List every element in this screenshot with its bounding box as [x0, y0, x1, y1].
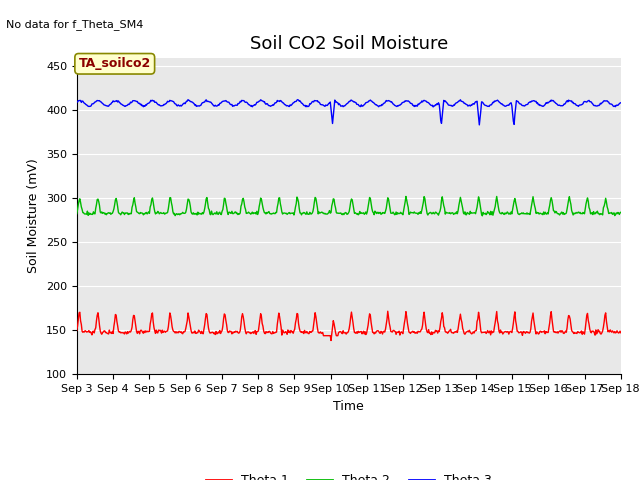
- X-axis label: Time: Time: [333, 400, 364, 413]
- Text: No data for f_Theta_SM4: No data for f_Theta_SM4: [6, 19, 144, 30]
- Y-axis label: Soil Moisture (mV): Soil Moisture (mV): [28, 158, 40, 274]
- Text: TA_soilco2: TA_soilco2: [79, 57, 151, 70]
- Title: Soil CO2 Soil Moisture: Soil CO2 Soil Moisture: [250, 35, 448, 53]
- Legend: Theta 1, Theta 2, Theta 3: Theta 1, Theta 2, Theta 3: [201, 469, 497, 480]
